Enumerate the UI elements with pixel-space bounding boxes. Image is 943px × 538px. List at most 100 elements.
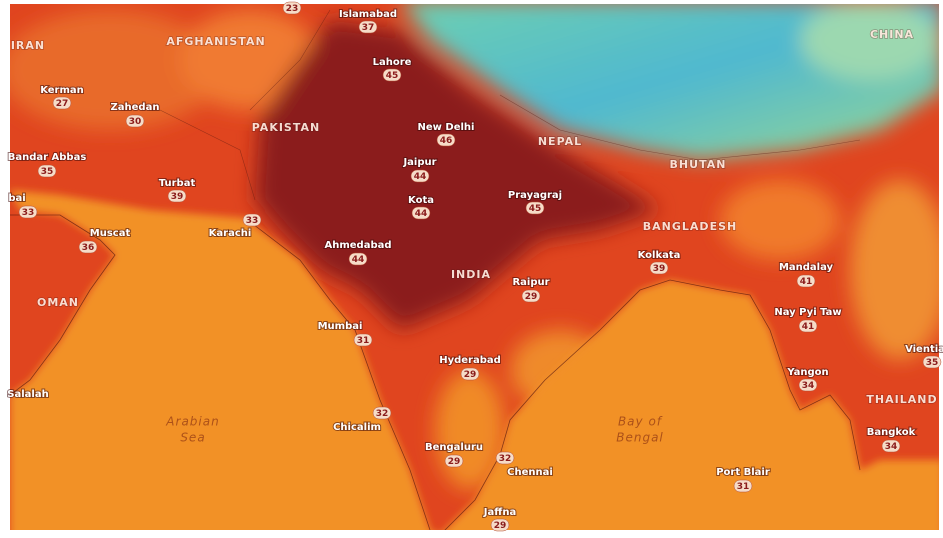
sea <box>10 190 939 530</box>
temp-value: 39 <box>653 264 666 274</box>
city-name: Zahedan <box>111 102 160 113</box>
city-name: Nay Pyi Taw <box>774 307 841 318</box>
temp-value: 44 <box>415 209 428 219</box>
sea-label: Bay of <box>618 415 663 429</box>
temp-value: 35 <box>926 358 939 368</box>
coastline <box>10 214 861 530</box>
temp-value: 27 <box>56 99 69 109</box>
temp-value: 30 <box>129 117 142 127</box>
temp-value: 32 <box>376 409 389 419</box>
temp-badge <box>78 240 98 254</box>
city-name: Muscat <box>90 228 131 239</box>
city-name: Ahmedabad <box>324 240 391 251</box>
sea-label: Arabian <box>165 415 219 429</box>
temp-badge <box>167 189 187 203</box>
country-label: BHUTAN <box>670 158 727 171</box>
temp-value: 29 <box>448 457 461 467</box>
heat-field <box>10 4 939 490</box>
city-name: Vientia <box>905 344 943 355</box>
temp-badge <box>733 479 753 493</box>
country-label: OMAN <box>37 296 79 309</box>
temp-badge <box>881 439 901 453</box>
city-name: Karachi <box>209 228 252 239</box>
temp-value: 45 <box>386 71 399 81</box>
temp-badge <box>382 68 402 82</box>
city-name: Hyderabad <box>439 355 501 366</box>
temp-value: 34 <box>802 381 815 391</box>
temp-badge <box>372 406 392 420</box>
temp-value: 41 <box>800 277 813 287</box>
city-name: Chicalim <box>333 422 381 433</box>
city-name: Kerman <box>40 85 84 96</box>
temp-badge <box>521 289 541 303</box>
country-label: CHINA <box>870 28 914 41</box>
city-name: Port Blair <box>716 467 770 478</box>
temp-badge <box>798 319 818 333</box>
country-label: IRAN <box>11 39 45 52</box>
city-name: Prayagraj <box>508 190 562 201</box>
country-label: THAILAND <box>866 393 937 406</box>
temp-value: 44 <box>414 172 427 182</box>
country-label: PAKISTAN <box>252 121 320 134</box>
temp-badge <box>242 213 262 227</box>
temp-value: 39 <box>171 192 184 202</box>
temp-badge <box>410 169 430 183</box>
city-name: Mandalay <box>779 262 834 273</box>
temp-badge <box>282 1 302 15</box>
city-name: Kota <box>408 195 434 206</box>
temp-badge <box>37 164 57 178</box>
temp-badge <box>460 367 480 381</box>
temp-value: 31 <box>737 482 750 492</box>
temp-badge <box>18 205 38 219</box>
city-name: Raipur <box>512 277 549 288</box>
city-name: bai <box>8 193 25 204</box>
temp-value: 44 <box>352 255 365 265</box>
sea-label: Bengal <box>616 431 664 445</box>
country-label: NEPAL <box>538 135 582 148</box>
city-name: Yangon <box>786 367 828 378</box>
labels: IRAN AFGHANISTAN PAKISTAN NEPAL BHUTAN BANGLA… <box>6 1 943 532</box>
temp-value: 35 <box>41 167 54 177</box>
temp-badge <box>490 518 510 532</box>
country-label: INDIA <box>451 268 491 281</box>
temp-value: 31 <box>357 336 370 346</box>
borders <box>159 9 861 201</box>
temp-value: 29 <box>525 292 538 302</box>
country-label: AFGHANISTAN <box>166 35 265 48</box>
temp-badge <box>922 355 942 369</box>
temp-badge <box>353 333 373 347</box>
city-name: Salalah <box>7 389 48 400</box>
city-name: Bandar Abbas <box>8 152 87 163</box>
temp-badge <box>649 261 669 275</box>
city-name: Islamabad <box>339 9 397 20</box>
city-name: Jaipur <box>402 157 436 168</box>
temp-value: 46 <box>440 136 453 146</box>
temp-value: 29 <box>494 521 507 531</box>
temp-badge <box>444 454 464 468</box>
city-name: Bangkok <box>867 427 916 438</box>
temp-value: 37 <box>362 23 375 33</box>
temp-value: 41 <box>802 322 815 332</box>
temp-value: 36 <box>82 243 95 253</box>
temp-value: 33 <box>22 208 35 218</box>
temp-value: 34 <box>885 442 898 452</box>
city-name: Jaffna <box>483 507 516 518</box>
temp-badge <box>796 274 816 288</box>
temp-badge <box>411 206 431 220</box>
temp-value: 45 <box>529 204 542 214</box>
temp-badge <box>436 133 456 147</box>
country-label: BANGLADESH <box>643 220 737 233</box>
temp-badge <box>495 451 515 465</box>
city-name: Mumbai <box>318 321 363 332</box>
city-name: Bengaluru <box>425 442 483 453</box>
temp-value: 29 <box>464 370 477 380</box>
city-name: Lahore <box>373 57 412 68</box>
temp-value: 32 <box>499 454 512 464</box>
temp-value: 33 <box>246 216 259 226</box>
temp-badge <box>125 114 145 128</box>
temp-badge <box>358 20 378 34</box>
city-name: Kolkata <box>638 250 681 261</box>
sea-label: Sea <box>180 431 205 445</box>
